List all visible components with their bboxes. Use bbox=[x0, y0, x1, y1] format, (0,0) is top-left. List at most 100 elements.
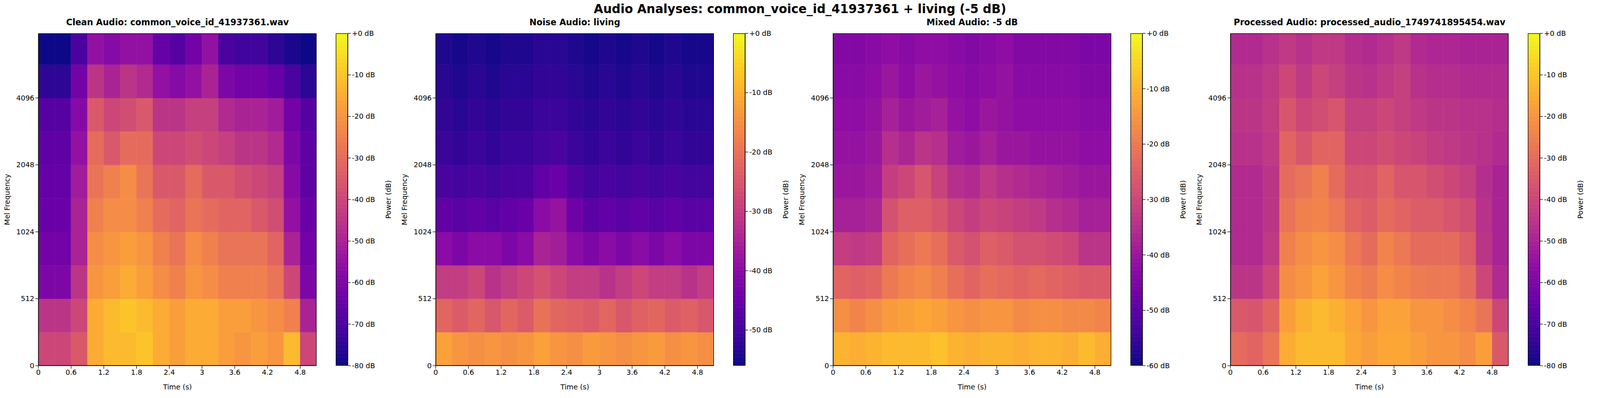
html-text:Power (dB): Power (dB) bbox=[384, 180, 393, 219]
svg-text:3.6: 3.6 bbox=[626, 368, 638, 377]
svg-text:+0 dB: +0 dB bbox=[351, 29, 375, 38]
svg-text:+0 dB: +0 dB bbox=[1146, 29, 1169, 38]
svg-text:512: 512 bbox=[20, 294, 35, 303]
svg-text:4096: 4096 bbox=[1208, 93, 1227, 102]
svg-text:3.6: 3.6 bbox=[1421, 368, 1433, 377]
svg-text:-50 dB: -50 dB bbox=[1543, 236, 1568, 245]
svg-text:2.4: 2.4 bbox=[1355, 368, 1367, 377]
svg-text:4096: 4096 bbox=[810, 93, 830, 102]
svg-text:1.2: 1.2 bbox=[98, 368, 110, 377]
svg-text:4.8: 4.8 bbox=[691, 368, 703, 377]
html-text:Time (s): Time (s) bbox=[163, 382, 192, 391]
svg-text:-40 dB: -40 dB bbox=[749, 266, 773, 275]
svg-text:4096: 4096 bbox=[16, 93, 35, 102]
svg-text:-50 dB: -50 dB bbox=[1146, 305, 1170, 315]
svg-text:-30 dB: -30 dB bbox=[749, 207, 773, 216]
html-text:Audio Analyses: common_voice_i: Audio Analyses: common_voice_id_41937361… bbox=[593, 2, 1007, 17]
svg-text:3: 3 bbox=[199, 368, 205, 377]
svg-text:2048: 2048 bbox=[810, 160, 830, 169]
svg-text:0.6: 0.6 bbox=[65, 368, 77, 377]
svg-text:512: 512 bbox=[418, 294, 432, 303]
svg-text:0: 0 bbox=[824, 361, 830, 370]
svg-text:1.2: 1.2 bbox=[495, 368, 507, 377]
svg-text:4.2: 4.2 bbox=[659, 368, 671, 377]
svg-text:1.8: 1.8 bbox=[925, 368, 937, 377]
svg-text:1024: 1024 bbox=[810, 227, 830, 236]
html-text:Time (s): Time (s) bbox=[560, 382, 590, 391]
svg-text:-20 dB: -20 dB bbox=[1543, 112, 1568, 121]
svg-text:0: 0 bbox=[1228, 368, 1233, 377]
svg-text:-40 dB: -40 dB bbox=[1146, 250, 1170, 260]
svg-text:2.4: 2.4 bbox=[560, 368, 573, 377]
svg-text:-80 dB: -80 dB bbox=[1543, 361, 1568, 370]
svg-text:512: 512 bbox=[1212, 294, 1227, 303]
svg-text:3: 3 bbox=[597, 368, 602, 377]
svg-text:-70 dB: -70 dB bbox=[1543, 320, 1568, 329]
svg-text:0: 0 bbox=[36, 368, 41, 377]
svg-text:-20 dB: -20 dB bbox=[351, 112, 376, 121]
svg-text:-50 dB: -50 dB bbox=[351, 236, 376, 245]
svg-text:1024: 1024 bbox=[413, 227, 432, 236]
html-text:Power (dB): Power (dB) bbox=[781, 180, 790, 219]
svg-text:1024: 1024 bbox=[16, 227, 35, 236]
html-text:Mel Frequency: Mel Frequency bbox=[3, 173, 12, 226]
svg-text:0.6: 0.6 bbox=[860, 368, 872, 377]
html-text:Time (s): Time (s) bbox=[957, 382, 987, 391]
svg-text:-20 dB: -20 dB bbox=[749, 147, 773, 157]
svg-text:1024: 1024 bbox=[1208, 227, 1227, 236]
svg-text:4.2: 4.2 bbox=[1454, 368, 1466, 377]
svg-text:3.6: 3.6 bbox=[1023, 368, 1036, 377]
svg-text:4096: 4096 bbox=[413, 93, 432, 102]
svg-text:-50 dB: -50 dB bbox=[749, 325, 773, 334]
svg-text:-80 dB: -80 dB bbox=[351, 361, 376, 370]
svg-text:-70 dB: -70 dB bbox=[351, 320, 376, 329]
svg-text:512: 512 bbox=[815, 294, 830, 303]
svg-text:1.8: 1.8 bbox=[528, 368, 540, 377]
svg-text:2.4: 2.4 bbox=[163, 368, 175, 377]
svg-text:-60 dB: -60 dB bbox=[351, 278, 376, 287]
svg-text:-20 dB: -20 dB bbox=[1146, 139, 1170, 148]
svg-text:0: 0 bbox=[831, 368, 836, 377]
svg-text:-10 dB: -10 dB bbox=[351, 70, 376, 79]
svg-text:3: 3 bbox=[1391, 368, 1397, 377]
svg-text:2048: 2048 bbox=[1208, 160, 1227, 169]
svg-text:-40 dB: -40 dB bbox=[351, 195, 376, 204]
svg-text:4.8: 4.8 bbox=[294, 368, 306, 377]
html-text:Noise Audio: living: Noise Audio: living bbox=[529, 17, 621, 28]
svg-text:-30 dB: -30 dB bbox=[1543, 153, 1568, 163]
svg-text:-40 dB: -40 dB bbox=[1543, 195, 1568, 204]
svg-text:1.8: 1.8 bbox=[130, 368, 142, 377]
svg-text:-30 dB: -30 dB bbox=[351, 153, 376, 163]
svg-text:+0 dB: +0 dB bbox=[1543, 29, 1567, 38]
svg-text:-10 dB: -10 dB bbox=[1146, 84, 1170, 93]
svg-text:2048: 2048 bbox=[16, 160, 35, 169]
svg-text:0.6: 0.6 bbox=[462, 368, 475, 377]
svg-text:-60 dB: -60 dB bbox=[1146, 361, 1170, 370]
svg-text:4.2: 4.2 bbox=[262, 368, 274, 377]
svg-text:1.2: 1.2 bbox=[893, 368, 905, 377]
svg-text:-30 dB: -30 dB bbox=[1146, 195, 1170, 204]
html-text:Mixed Audio: -5 dB: Mixed Audio: -5 dB bbox=[926, 17, 1018, 28]
svg-text:4.2: 4.2 bbox=[1056, 368, 1068, 377]
html-text:Processed Audio: processed_aud: Processed Audio: processed_audio_1749741… bbox=[1233, 17, 1506, 28]
svg-text:4.8: 4.8 bbox=[1486, 368, 1498, 377]
svg-text:3.6: 3.6 bbox=[229, 368, 241, 377]
svg-text:0.6: 0.6 bbox=[1257, 368, 1269, 377]
svg-text:+0 dB: +0 dB bbox=[749, 29, 772, 38]
svg-text:0: 0 bbox=[29, 361, 35, 370]
svg-text:1.2: 1.2 bbox=[1290, 368, 1302, 377]
svg-text:-10 dB: -10 dB bbox=[1543, 70, 1568, 79]
svg-text:0: 0 bbox=[1221, 361, 1227, 370]
html-text:Clean Audio: common_voice_id_4: Clean Audio: common_voice_id_41937361.wa… bbox=[66, 17, 289, 28]
svg-text:-60 dB: -60 dB bbox=[1543, 278, 1568, 287]
html-text:Mel Frequency: Mel Frequency bbox=[797, 173, 806, 226]
svg-text:3: 3 bbox=[994, 368, 1000, 377]
svg-text:0: 0 bbox=[427, 361, 432, 370]
svg-text:2048: 2048 bbox=[413, 160, 432, 169]
svg-text:2.4: 2.4 bbox=[958, 368, 970, 377]
svg-text:0: 0 bbox=[433, 368, 439, 377]
svg-text:1.8: 1.8 bbox=[1322, 368, 1334, 377]
svg-text:4.8: 4.8 bbox=[1089, 368, 1101, 377]
svg-text:-10 dB: -10 dB bbox=[749, 88, 773, 97]
html-text:Mel Frequency: Mel Frequency bbox=[400, 173, 409, 226]
